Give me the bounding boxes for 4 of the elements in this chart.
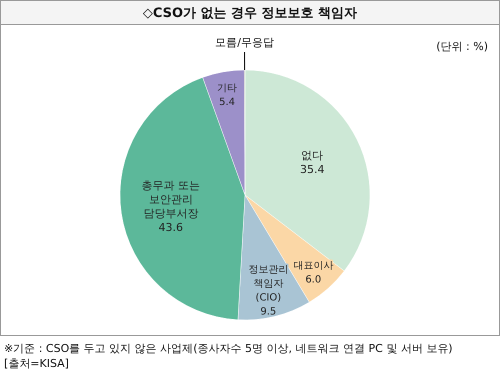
subtitle: (단위 : %) [436, 40, 488, 53]
title: ◇CSO가 없는 경우 정보보호 책임자 [142, 6, 358, 21]
annotation: ※기준 : CSO를 두고 있지 않은 사업제(종사자수 5명 이상, 네트워크 연결 PC 및 서버 보유) [4, 342, 453, 355]
annotation: [출처=KISA] [4, 357, 69, 370]
